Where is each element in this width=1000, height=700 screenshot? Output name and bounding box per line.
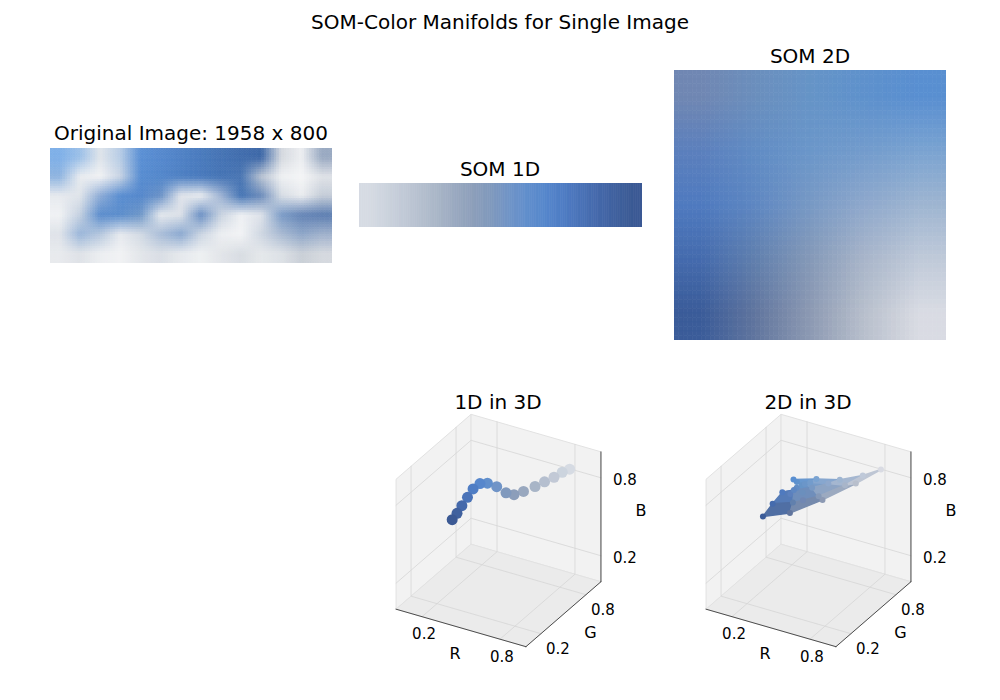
svg-text:0.8: 0.8 [901, 601, 925, 619]
svg-text:G: G [894, 623, 906, 642]
html-text:2D in 3D: 2D in 3D [764, 390, 852, 414]
html-text:SOM 1D: SOM 1D [459, 157, 541, 181]
svg-text:B: B [635, 501, 646, 520]
svg-text:G: G [584, 623, 596, 642]
html-text:SOM 2D: SOM 2D [769, 44, 851, 68]
svg-text:0.8: 0.8 [800, 648, 824, 666]
svg-text:0.2: 0.2 [856, 639, 880, 657]
svg-text:0.8: 0.8 [923, 471, 947, 489]
svg-text:0.8: 0.8 [490, 648, 514, 666]
html-text:SOM-Color Manifolds for Single: SOM-Color Manifolds for Single Image [311, 10, 689, 34]
svg-text:0.8: 0.8 [591, 601, 615, 619]
svg-text:R: R [449, 644, 460, 663]
svg-text:0.2: 0.2 [546, 639, 570, 657]
svg-text:0.2: 0.2 [412, 625, 436, 643]
svg-text:B: B [945, 501, 956, 520]
html-text:Original Image: 1958 x 800: Original Image: 1958 x 800 [54, 121, 328, 145]
html-text:1D in 3D: 1D in 3D [454, 390, 542, 414]
svg-text:0.2: 0.2 [722, 625, 746, 643]
svg-text:0.2: 0.2 [923, 549, 947, 567]
svg-text:0.2: 0.2 [613, 549, 637, 567]
svg-text:0.8: 0.8 [613, 471, 637, 489]
svg-text:R: R [759, 644, 770, 663]
